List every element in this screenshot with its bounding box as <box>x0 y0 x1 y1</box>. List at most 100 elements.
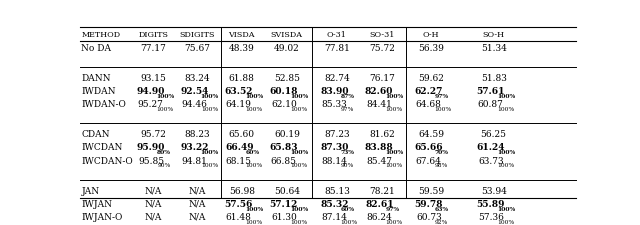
Text: 63.73: 63.73 <box>478 156 504 165</box>
Text: 64.68: 64.68 <box>415 100 441 109</box>
Text: 100%: 100% <box>290 94 308 99</box>
Text: 100%: 100% <box>290 219 307 224</box>
Text: 59.62: 59.62 <box>418 74 444 83</box>
Text: 100%: 100% <box>385 163 403 168</box>
Text: 76.17: 76.17 <box>369 74 395 83</box>
Text: 70%: 70% <box>435 150 449 155</box>
Text: 87.14: 87.14 <box>321 212 347 221</box>
Text: SVISDA: SVISDA <box>271 31 303 39</box>
Text: 61.30: 61.30 <box>271 212 297 221</box>
Text: SO-H: SO-H <box>483 31 505 39</box>
Text: 100%: 100% <box>497 219 514 224</box>
Text: 100%: 100% <box>245 163 262 168</box>
Text: 59.59: 59.59 <box>418 186 444 195</box>
Text: 100%: 100% <box>290 107 307 112</box>
Text: 57.61: 57.61 <box>476 87 505 96</box>
Text: 95.85: 95.85 <box>138 156 164 165</box>
Text: 57.36: 57.36 <box>478 212 504 221</box>
Text: 97%: 97% <box>435 94 449 99</box>
Text: 51.83: 51.83 <box>481 74 507 83</box>
Text: 63.52: 63.52 <box>225 87 253 96</box>
Text: IWCDAN-O: IWCDAN-O <box>81 156 133 165</box>
Text: 92.54: 92.54 <box>180 87 209 96</box>
Text: 100%: 100% <box>385 219 403 224</box>
Text: 65.66: 65.66 <box>415 143 443 152</box>
Text: 49.02: 49.02 <box>274 44 300 53</box>
Text: 81.62: 81.62 <box>369 130 395 139</box>
Text: DIGITS: DIGITS <box>138 31 168 39</box>
Text: SDIGITS: SDIGITS <box>180 31 215 39</box>
Text: 94.46: 94.46 <box>182 100 207 109</box>
Text: 51.34: 51.34 <box>481 44 507 53</box>
Text: 61.24: 61.24 <box>476 143 505 152</box>
Text: DANN: DANN <box>81 74 111 83</box>
Text: 66.49: 66.49 <box>225 143 253 152</box>
Text: O-H: O-H <box>423 31 440 39</box>
Text: 100%: 100% <box>290 150 308 155</box>
Text: 95.90: 95.90 <box>137 143 165 152</box>
Text: IWDAN-O: IWDAN-O <box>81 100 126 109</box>
Text: 92%: 92% <box>435 219 448 224</box>
Text: 60.87: 60.87 <box>478 100 504 109</box>
Text: 61.48: 61.48 <box>226 212 252 221</box>
Text: 85.32: 85.32 <box>320 199 349 208</box>
Text: 100%: 100% <box>497 150 515 155</box>
Text: 100%: 100% <box>340 219 357 224</box>
Text: 90%: 90% <box>340 163 354 168</box>
Text: 82.74: 82.74 <box>324 74 350 83</box>
Text: 62.10: 62.10 <box>271 100 297 109</box>
Text: N/A: N/A <box>145 212 162 221</box>
Text: IWCDAN: IWCDAN <box>81 143 123 152</box>
Text: 100%: 100% <box>435 107 451 112</box>
Text: N/A: N/A <box>145 186 162 195</box>
Text: 68.15: 68.15 <box>226 156 252 165</box>
Text: 64.19: 64.19 <box>226 100 252 109</box>
Text: 100%: 100% <box>157 107 173 112</box>
Text: 67.64: 67.64 <box>416 156 442 165</box>
Text: 57.12: 57.12 <box>269 199 298 208</box>
Text: 80%: 80% <box>157 150 171 155</box>
Text: 100%: 100% <box>201 94 219 99</box>
Text: METHOD: METHOD <box>81 31 120 39</box>
Text: 83.88: 83.88 <box>365 143 394 152</box>
Text: 84.41: 84.41 <box>366 100 392 109</box>
Text: JAN: JAN <box>81 186 100 195</box>
Text: 97%: 97% <box>386 206 400 211</box>
Text: 100%: 100% <box>201 163 218 168</box>
Text: 100%: 100% <box>245 219 262 224</box>
Text: 100%: 100% <box>385 150 403 155</box>
Text: 100%: 100% <box>201 150 219 155</box>
Text: SO-31: SO-31 <box>369 31 395 39</box>
Text: 93.15: 93.15 <box>140 74 166 83</box>
Text: 85.47: 85.47 <box>366 156 392 165</box>
Text: 57.56: 57.56 <box>225 199 253 208</box>
Text: IWJAN-O: IWJAN-O <box>81 212 123 221</box>
Text: 83.24: 83.24 <box>185 74 211 83</box>
Text: 100%: 100% <box>245 107 262 112</box>
Text: IWJAN: IWJAN <box>81 199 113 208</box>
Text: IWDAN: IWDAN <box>81 87 116 96</box>
Text: 56.98: 56.98 <box>228 186 255 195</box>
Text: 56.25: 56.25 <box>481 130 507 139</box>
Text: 60%: 60% <box>246 150 259 155</box>
Text: 100%: 100% <box>497 107 514 112</box>
Text: 78.21: 78.21 <box>369 186 395 195</box>
Text: 94.90: 94.90 <box>136 87 164 96</box>
Text: 95.72: 95.72 <box>140 130 166 139</box>
Text: 86.24: 86.24 <box>366 212 392 221</box>
Text: 61.88: 61.88 <box>228 74 255 83</box>
Text: 85.33: 85.33 <box>322 100 348 109</box>
Text: 100%: 100% <box>497 94 515 99</box>
Text: 100%: 100% <box>290 206 308 211</box>
Text: 65.83: 65.83 <box>269 143 298 152</box>
Text: 97%: 97% <box>340 107 354 112</box>
Text: 100%: 100% <box>385 107 403 112</box>
Text: 98%: 98% <box>435 163 448 168</box>
Text: 85.13: 85.13 <box>324 186 350 195</box>
Text: 87.30: 87.30 <box>321 143 349 152</box>
Text: 63%: 63% <box>435 206 449 211</box>
Text: N/A: N/A <box>189 199 206 208</box>
Text: 100%: 100% <box>157 94 175 99</box>
Text: 56.39: 56.39 <box>418 44 444 53</box>
Text: 50.64: 50.64 <box>274 186 300 195</box>
